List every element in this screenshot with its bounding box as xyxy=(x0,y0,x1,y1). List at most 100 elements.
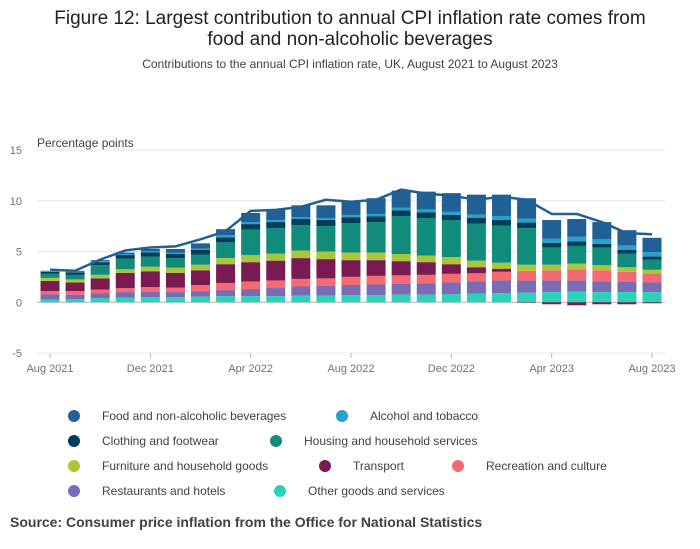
bar-segment xyxy=(592,292,612,303)
bar-segment xyxy=(90,274,110,279)
bar-segment xyxy=(65,291,85,295)
bar-segment xyxy=(642,302,662,304)
bar-segment xyxy=(517,264,537,271)
bar-segment xyxy=(165,287,185,293)
bar-segment xyxy=(466,267,486,274)
bar-segment xyxy=(90,293,110,299)
bar-segment xyxy=(241,262,261,282)
bar-segment xyxy=(165,292,185,298)
bar-segment xyxy=(492,293,511,303)
bar-segment xyxy=(366,198,386,214)
bar-segment xyxy=(65,279,85,283)
bar-segment xyxy=(216,235,236,238)
bar-segment xyxy=(517,222,537,229)
bar-segment xyxy=(492,220,511,226)
bar-segment xyxy=(291,216,311,220)
bar-segment xyxy=(341,276,361,285)
y-tick-label: 5 xyxy=(16,247,22,259)
bar-segment xyxy=(316,286,336,296)
bar-segment xyxy=(40,273,60,278)
bar-segment xyxy=(165,297,185,303)
y-axis-label: Percentage points xyxy=(37,136,134,150)
bar-segment xyxy=(40,270,60,272)
bar-segment xyxy=(542,238,562,243)
bar-segment xyxy=(642,282,662,293)
bar-segment xyxy=(115,272,135,289)
x-tick-label: Dec 2022 xyxy=(428,363,475,375)
bar-segment xyxy=(341,200,361,215)
bar-segment xyxy=(366,222,386,253)
bar-segment xyxy=(266,288,286,297)
chart-subtitle: Contributions to the annual CPI inflatio… xyxy=(142,57,558,71)
bar-segment xyxy=(140,287,160,292)
bar-segment xyxy=(592,243,612,248)
bar-segment xyxy=(617,249,637,254)
bar-segment xyxy=(391,254,411,262)
bar-segment xyxy=(291,295,311,303)
bar-segment xyxy=(241,255,261,263)
bar-segment xyxy=(90,262,110,266)
chart-title: Figure 12: Largest contribution to annua… xyxy=(0,8,700,50)
bar-segment xyxy=(216,242,236,259)
bar-segment xyxy=(165,252,185,255)
bar-segment xyxy=(492,271,511,281)
bar-segment xyxy=(441,193,461,212)
bar-segment xyxy=(567,280,587,292)
bar-segment xyxy=(391,215,411,255)
bar-segment xyxy=(241,222,261,225)
bar-segment xyxy=(216,282,236,291)
bar-segment xyxy=(542,280,562,293)
bar-segment xyxy=(567,269,587,281)
x-tick-label: Apr 2022 xyxy=(228,363,273,375)
bar-segment xyxy=(366,295,386,303)
bar-segment xyxy=(366,284,386,296)
bar-segment xyxy=(266,228,286,254)
bar-segment xyxy=(65,299,85,303)
bar-segment xyxy=(366,252,386,261)
bar-segment xyxy=(191,296,210,303)
bar-segment xyxy=(216,290,236,297)
bar-segment xyxy=(140,271,160,288)
bar-segment xyxy=(216,258,236,265)
bar-segment xyxy=(90,278,110,290)
bar-segment xyxy=(517,270,537,281)
y-tick-label: 15 xyxy=(10,145,22,157)
bar-segment xyxy=(391,283,411,295)
bar-segment xyxy=(391,294,411,303)
bar-segment xyxy=(140,256,160,267)
bar-segment xyxy=(216,296,236,303)
bar-segment xyxy=(642,252,662,257)
bar-segment xyxy=(567,291,587,303)
bar-segment xyxy=(216,264,236,283)
bar-segment xyxy=(542,292,562,303)
bar-segment xyxy=(316,251,336,260)
bar-segment xyxy=(441,214,461,221)
bar-segment xyxy=(492,280,511,294)
bar-segment xyxy=(642,269,662,274)
bar-segment xyxy=(241,224,261,230)
bar-segment xyxy=(366,275,386,285)
bar-segment xyxy=(291,258,311,279)
bar-segment xyxy=(567,236,587,242)
bar-segment xyxy=(416,262,436,275)
bar-segment xyxy=(65,282,85,292)
bar-segment xyxy=(517,292,537,303)
bar-segment xyxy=(642,256,662,260)
bar-segment xyxy=(341,295,361,303)
bar-segment xyxy=(140,248,160,251)
bar-segment xyxy=(115,258,135,270)
bar-segment xyxy=(266,280,286,289)
bar-segment xyxy=(40,291,60,295)
bar-segment xyxy=(316,278,336,287)
bar-segment xyxy=(316,259,336,279)
bar-segment xyxy=(567,219,587,237)
bar-segment xyxy=(140,252,160,257)
bar-segment xyxy=(115,288,135,293)
bar-segment xyxy=(517,218,537,223)
bar-segment xyxy=(492,268,511,272)
bar-segment xyxy=(291,278,311,287)
bar-segment xyxy=(241,212,261,223)
bar-segment xyxy=(40,277,60,281)
bar-segment xyxy=(391,275,411,284)
